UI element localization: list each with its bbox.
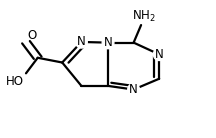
- Ellipse shape: [76, 36, 87, 48]
- Text: N: N: [104, 36, 112, 49]
- Text: HO: HO: [6, 75, 24, 88]
- Text: N: N: [155, 48, 164, 61]
- Text: N: N: [129, 83, 138, 96]
- Ellipse shape: [128, 83, 140, 96]
- Text: N: N: [77, 35, 86, 48]
- Ellipse shape: [153, 48, 165, 60]
- Text: O: O: [27, 29, 36, 42]
- Ellipse shape: [102, 37, 114, 49]
- Text: NH$_2$: NH$_2$: [132, 9, 156, 24]
